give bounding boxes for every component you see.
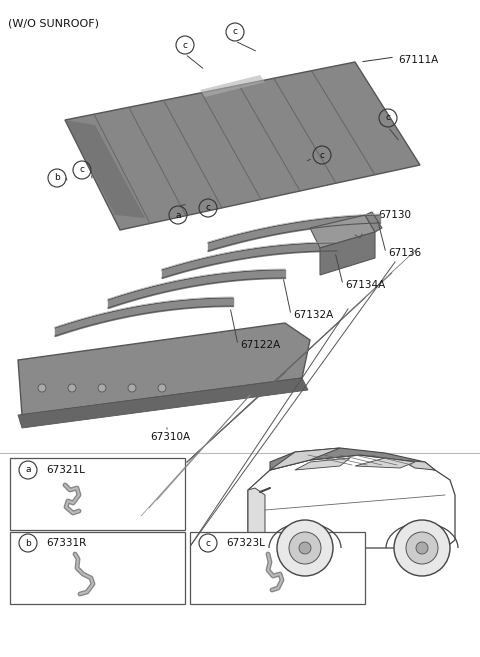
- Polygon shape: [320, 232, 375, 275]
- Circle shape: [38, 384, 46, 392]
- Circle shape: [394, 520, 450, 576]
- Text: 67122A: 67122A: [240, 340, 280, 350]
- Polygon shape: [400, 460, 435, 470]
- Polygon shape: [200, 75, 265, 97]
- Text: 67310A: 67310A: [150, 432, 190, 442]
- Text: c: c: [80, 166, 84, 175]
- Text: a: a: [175, 210, 181, 219]
- Polygon shape: [18, 323, 310, 415]
- Text: b: b: [25, 539, 31, 547]
- Text: c: c: [385, 114, 391, 122]
- Text: 67130: 67130: [378, 210, 411, 220]
- Circle shape: [98, 384, 106, 392]
- Polygon shape: [18, 378, 308, 428]
- Text: 67132A: 67132A: [293, 310, 333, 320]
- Text: 67331R: 67331R: [46, 538, 86, 548]
- Text: 67323L: 67323L: [226, 538, 265, 548]
- Text: b: b: [54, 173, 60, 183]
- Text: 67136: 67136: [388, 248, 421, 258]
- Bar: [190, 532, 365, 604]
- Circle shape: [416, 542, 428, 554]
- Polygon shape: [355, 458, 415, 468]
- Text: c: c: [182, 41, 188, 49]
- Circle shape: [158, 384, 166, 392]
- Polygon shape: [248, 488, 265, 548]
- Text: 67134A: 67134A: [345, 280, 385, 290]
- Bar: [10, 532, 185, 604]
- Circle shape: [128, 384, 136, 392]
- Text: c: c: [320, 150, 324, 160]
- Polygon shape: [270, 448, 340, 470]
- Text: (W/O SUNROOF): (W/O SUNROOF): [8, 18, 99, 28]
- Polygon shape: [65, 120, 145, 218]
- Text: 67321L: 67321L: [46, 465, 85, 475]
- Text: c: c: [232, 28, 238, 37]
- Text: c: c: [205, 204, 211, 212]
- Circle shape: [68, 384, 76, 392]
- Polygon shape: [248, 455, 455, 548]
- Polygon shape: [310, 215, 375, 248]
- Circle shape: [406, 532, 438, 564]
- Text: 67111A: 67111A: [398, 55, 438, 65]
- Circle shape: [289, 532, 321, 564]
- Text: a: a: [25, 466, 31, 474]
- Polygon shape: [270, 448, 435, 470]
- Circle shape: [299, 542, 311, 554]
- Circle shape: [277, 520, 333, 576]
- Bar: [10, 458, 185, 530]
- Polygon shape: [365, 212, 382, 232]
- Text: c: c: [205, 539, 211, 547]
- Polygon shape: [65, 62, 420, 230]
- Polygon shape: [295, 458, 350, 470]
